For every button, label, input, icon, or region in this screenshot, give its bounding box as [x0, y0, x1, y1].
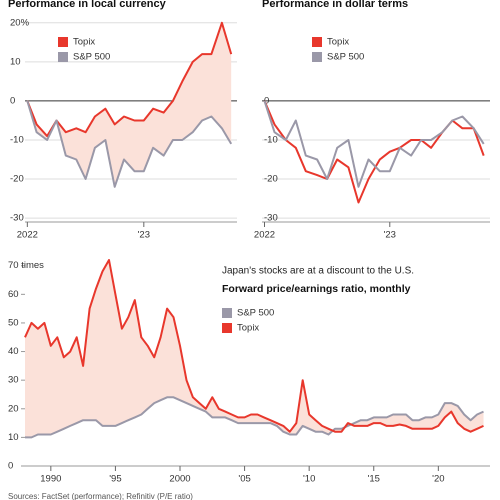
series-line: [263, 100, 485, 188]
legend-swatch: [222, 323, 232, 333]
spread-area: [27, 22, 232, 187]
legend-swatch: [312, 37, 322, 47]
y-tick-label: 50: [8, 317, 19, 328]
y-tick-label: 20: [8, 403, 19, 414]
series-line: [25, 396, 484, 439]
y-tick-label: 60: [8, 289, 19, 300]
series-line: [24, 259, 484, 433]
series-line: [26, 100, 233, 188]
y-tick-label: 70 times: [8, 260, 44, 271]
subtitle: Forward price/earnings ratio, monthly: [222, 283, 411, 295]
chart-title: Performance in local currency: [8, 0, 167, 10]
y-tick-label: -30: [264, 213, 278, 224]
y-tick-label: -10: [10, 134, 24, 145]
x-tick-label: '20: [432, 474, 444, 485]
x-tick-label: '05: [238, 474, 250, 485]
x-tick-label: '95: [109, 474, 121, 485]
y-tick-label: -20: [264, 174, 278, 185]
legend-swatch: [222, 308, 232, 318]
y-tick-label: -10: [264, 134, 278, 145]
legend-label: S&P 500: [327, 52, 364, 63]
legend-label: Topix: [73, 37, 95, 48]
legend-label: Topix: [327, 37, 349, 48]
y-tick-label: 40: [8, 346, 19, 357]
x-tick-label: '10: [303, 474, 315, 485]
legend-label: S&P 500: [237, 308, 274, 319]
x-tick-label: 2022: [254, 230, 275, 241]
y-tick-label: -20: [10, 174, 24, 185]
x-tick-label: '15: [368, 474, 380, 485]
series-line: [26, 21, 233, 138]
annotation: Japan's stocks are at a discount to the …: [222, 266, 414, 277]
x-tick-label: 2022: [17, 230, 38, 241]
y-tick-label: 10: [8, 432, 19, 443]
chart-title: Performance in dollar terms: [262, 0, 408, 10]
y-tick-label: -30: [10, 213, 24, 224]
y-tick-label: 10: [10, 56, 21, 67]
legend-label: S&P 500: [73, 52, 110, 63]
y-tick-label: 0: [10, 95, 15, 106]
series-line: [263, 100, 485, 204]
legend-swatch: [312, 52, 322, 62]
legend-swatch: [58, 37, 68, 47]
legend-swatch: [58, 52, 68, 62]
x-tick-label: '23: [138, 230, 150, 241]
x-tick-label: '23: [384, 230, 396, 241]
spread-area: [25, 260, 484, 438]
y-tick-label: 20%: [10, 17, 30, 28]
legend-label: Topix: [237, 323, 259, 334]
y-tick-label: 0: [8, 461, 13, 472]
y-tick-label: 30: [8, 375, 19, 386]
x-tick-label: 1990: [40, 474, 61, 485]
x-tick-label: 2000: [169, 474, 190, 485]
y-tick-label: 0: [264, 95, 269, 106]
source: Sources: FactSet (performance); Refiniti…: [8, 492, 193, 500]
